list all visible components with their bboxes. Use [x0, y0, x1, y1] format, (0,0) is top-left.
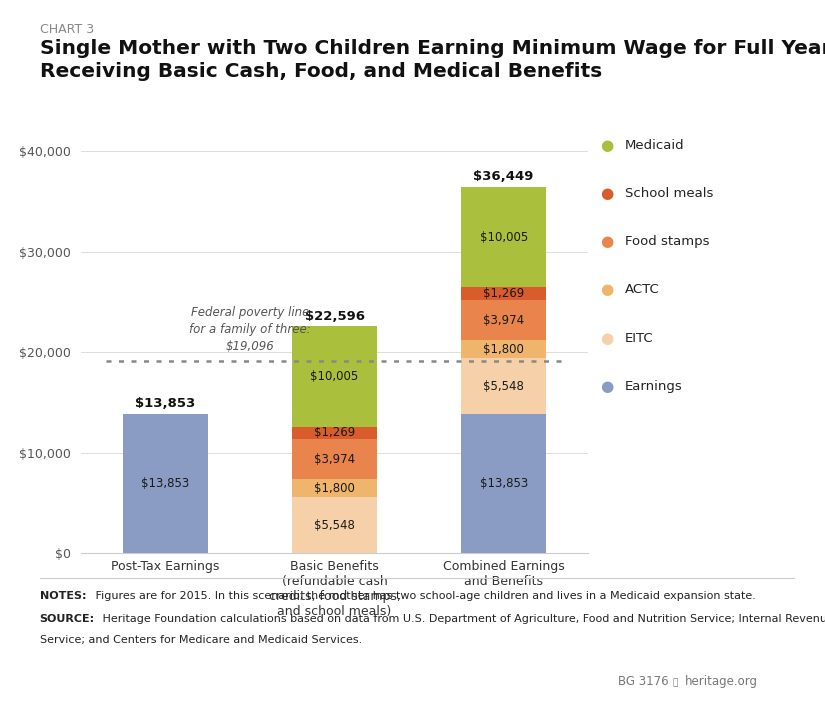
Text: Earnings: Earnings: [625, 380, 682, 393]
Text: ●: ●: [600, 379, 613, 394]
Text: $10,005: $10,005: [479, 230, 528, 244]
Text: ●: ●: [600, 186, 613, 201]
Text: $13,853: $13,853: [141, 477, 190, 490]
Text: SOURCE:: SOURCE:: [40, 614, 95, 624]
Text: $1,269: $1,269: [483, 287, 525, 301]
Text: ●: ●: [600, 138, 613, 153]
Text: CHART 3: CHART 3: [40, 23, 94, 36]
Text: BG 3176: BG 3176: [618, 675, 668, 688]
Text: Federal poverty line
for a family of three:
$19,096: Federal poverty line for a family of thr…: [189, 306, 311, 353]
Text: $13,853: $13,853: [479, 477, 528, 490]
Text: $5,548: $5,548: [483, 379, 524, 393]
Bar: [292, 479, 377, 497]
Bar: [292, 326, 377, 427]
Text: $36,449: $36,449: [474, 170, 534, 184]
Bar: [292, 427, 377, 440]
Text: $3,974: $3,974: [314, 453, 355, 466]
Text: $13,853: $13,853: [135, 397, 196, 411]
Bar: [461, 340, 546, 358]
Text: $5,548: $5,548: [314, 519, 355, 532]
Text: ●: ●: [600, 282, 613, 298]
Text: $1,800: $1,800: [314, 481, 355, 495]
Text: Single Mother with Two Children Earning Minimum Wage for Full Year,: Single Mother with Two Children Earning …: [40, 39, 825, 58]
Text: $22,596: $22,596: [304, 310, 365, 323]
Text: heritage.org: heritage.org: [685, 675, 757, 688]
Text: Medicaid: Medicaid: [625, 139, 684, 152]
Bar: [461, 300, 546, 340]
Text: Receiving Basic Cash, Food, and Medical Benefits: Receiving Basic Cash, Food, and Medical …: [40, 62, 602, 82]
Bar: [461, 287, 546, 300]
Bar: [461, 414, 546, 553]
Text: NOTES:: NOTES:: [40, 591, 86, 601]
Text: $10,005: $10,005: [310, 370, 359, 383]
Text: Heritage Foundation calculations based on data from U.S. Department of Agricultu: Heritage Foundation calculations based o…: [99, 614, 825, 624]
Text: ●: ●: [600, 234, 613, 250]
Bar: [292, 497, 377, 553]
Text: EITC: EITC: [625, 332, 653, 345]
Text: Food stamps: Food stamps: [625, 235, 709, 248]
Bar: [461, 358, 546, 414]
Text: $3,974: $3,974: [483, 313, 524, 327]
Text: School meals: School meals: [625, 187, 713, 200]
Bar: [461, 187, 546, 287]
Text: ●: ●: [600, 330, 613, 346]
Text: ⬛: ⬛: [672, 679, 678, 688]
Text: $1,269: $1,269: [314, 426, 356, 440]
Text: $1,800: $1,800: [483, 342, 524, 356]
Text: Service; and Centers for Medicare and Medicaid Services.: Service; and Centers for Medicare and Me…: [40, 635, 362, 645]
Text: ACTC: ACTC: [625, 284, 659, 296]
Bar: [292, 440, 377, 479]
Text: Figures are for 2015. In this scenario, the mother has two school-age children a: Figures are for 2015. In this scenario, …: [92, 591, 756, 601]
Bar: [123, 414, 208, 553]
